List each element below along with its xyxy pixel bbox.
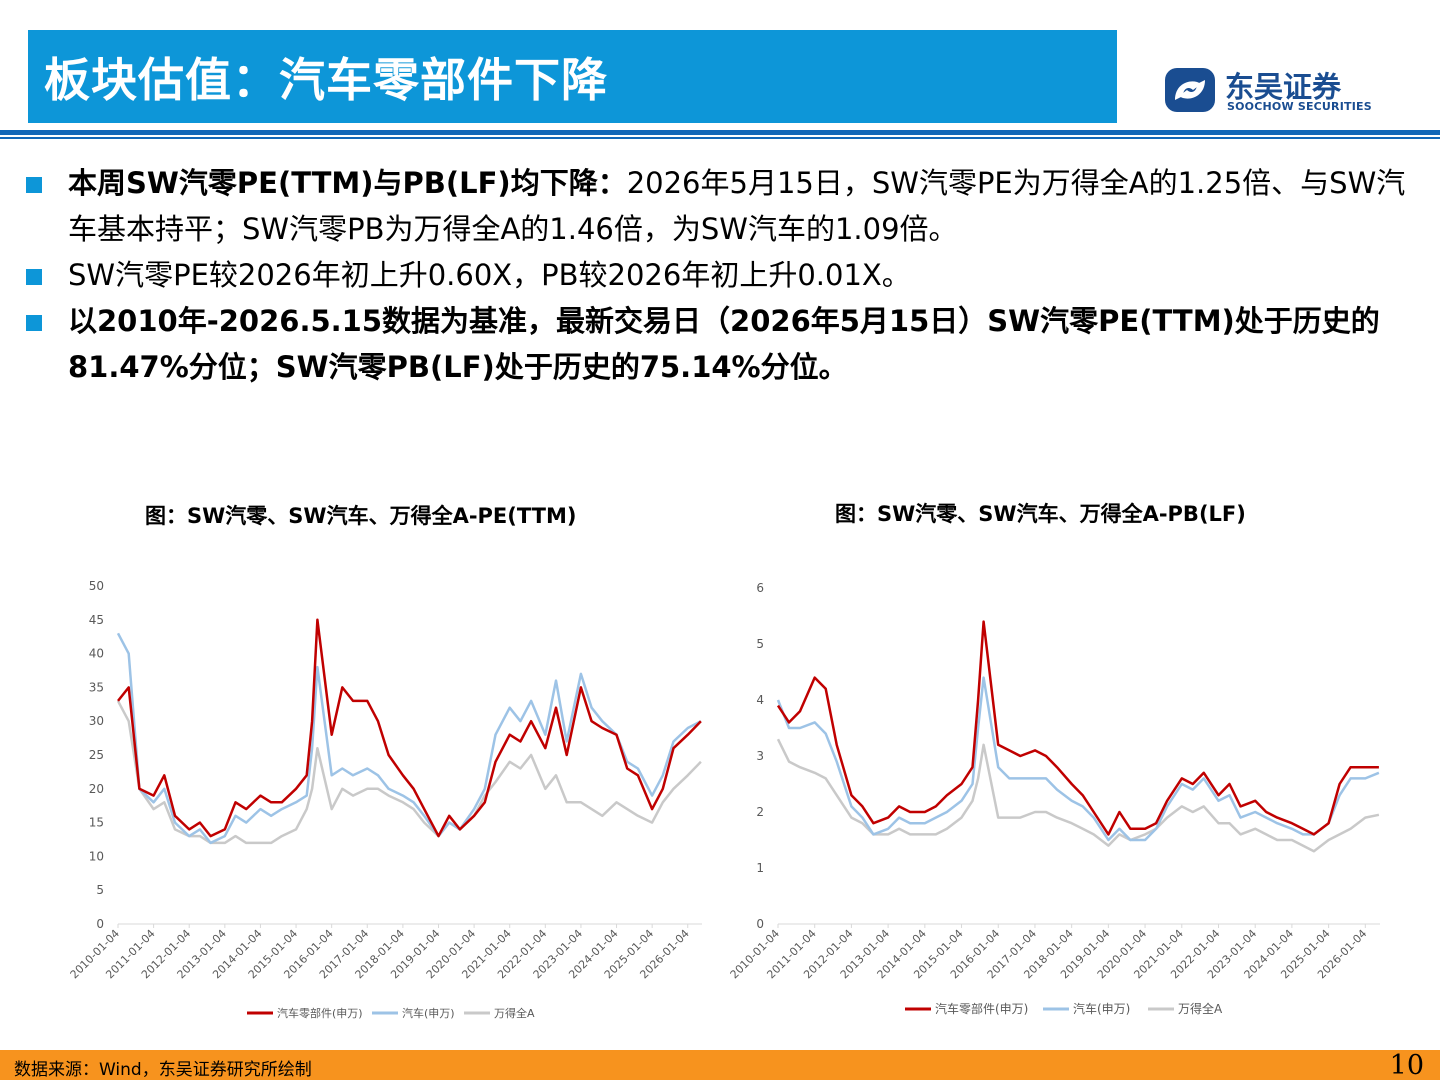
legend-label: 汽车零部件(申万) [277,1006,363,1020]
bullet-item: 本周SW汽零PE(TTM)与PB(LF)均下降：2026年5月15日，SW汽零P… [20,160,1425,252]
header-rule-thin [0,137,1440,139]
y-tick-label: 10 [89,849,104,863]
header-rule [0,130,1440,135]
legend-label: 汽车零部件(申万) [935,1001,1028,1016]
chart-title-pb: 图：SW汽零、SW汽车、万得全A-PB(LF) [835,502,1246,526]
bullet-square-icon [26,315,42,331]
y-tick-label: 3 [756,749,764,763]
footer-bar: 数据来源：Wind，东吴证券研究所绘制 10 [0,1050,1440,1081]
bullet-square-icon [26,269,42,285]
y-tick-label: 20 [89,782,104,796]
bullet-square-icon [26,177,42,193]
y-tick-label: 1 [756,861,764,875]
y-tick-label: 25 [89,748,104,762]
series-line-wind [776,738,1380,853]
y-tick-label: 2 [756,805,764,819]
page-title: 板块估值：汽车零部件下降 [44,53,608,107]
y-tick-label: 30 [89,714,104,728]
logo-name-en: SOOCHOW SECURITIES [1227,100,1372,113]
y-tick-label: 0 [96,917,104,931]
series-line-auto [116,632,702,845]
y-tick-label: 4 [756,693,764,707]
chart-pe: 051015202530354045502010-01-042011-01-04… [68,579,702,1020]
bullet-text: SW汽零PE较2026年初上升0.60X，PB较2026年初上升0.01X。 [68,258,911,292]
legend-label: 万得全A [494,1006,535,1020]
logo-name-cn: 东吴证券 [1225,70,1342,104]
series-line-wind [116,700,702,845]
chart-title-pe: 图：SW汽零、SW汽车、万得全A-PE(TTM) [145,504,577,528]
y-tick-label: 0 [756,917,764,931]
y-tick-label: 40 [89,647,104,661]
chart-pb: 01234562010-01-042011-01-042012-01-04201… [728,581,1380,1016]
logo-mark-icon [1165,68,1215,112]
bullet-text: 2026年5月15日，SW汽零PE为万得全A的1.25倍、与SW汽车基本持平；S… [68,166,1406,246]
company-logo: 东吴证券 SOOCHOW SECURITIES [1163,64,1373,116]
bullet-item: SW汽零PE较2026年初上升0.60X，PB较2026年初上升0.01X。 [20,252,1425,298]
series-line-auto [776,676,1380,842]
series-line-parts [117,618,702,838]
y-tick-label: 5 [756,637,764,651]
page-number: 10 [1389,1050,1424,1081]
bullet-item: 以2010年-2026.5.15数据为基准，最新交易日（2026年5月15日）S… [20,298,1425,390]
title-bar: 板块估值：汽车零部件下降 [28,30,1117,123]
bullet-bold-text: 本周SW汽零PE(TTM)与PB(LF)均下降： [68,166,627,200]
bullet-list: 本周SW汽零PE(TTM)与PB(LF)均下降：2026年5月15日，SW汽零P… [20,160,1425,390]
bullet-bold-text: 以2010年-2026.5.15数据为基准，最新交易日（2026年5月15日）S… [68,304,1380,384]
y-tick-label: 45 [89,613,104,627]
y-tick-label: 5 [96,883,104,897]
legend-label: 汽车(申万) [1073,1001,1130,1016]
y-tick-label: 6 [756,581,764,595]
legend-label: 万得全A [1178,1001,1223,1016]
y-tick-label: 15 [89,816,104,830]
legend-label: 汽车(申万) [402,1006,455,1020]
data-source: 数据来源：Wind，东吴证券研究所绘制 [14,1060,312,1080]
y-tick-label: 50 [89,579,104,593]
series-line-parts [776,620,1379,836]
y-tick-label: 35 [89,680,104,694]
